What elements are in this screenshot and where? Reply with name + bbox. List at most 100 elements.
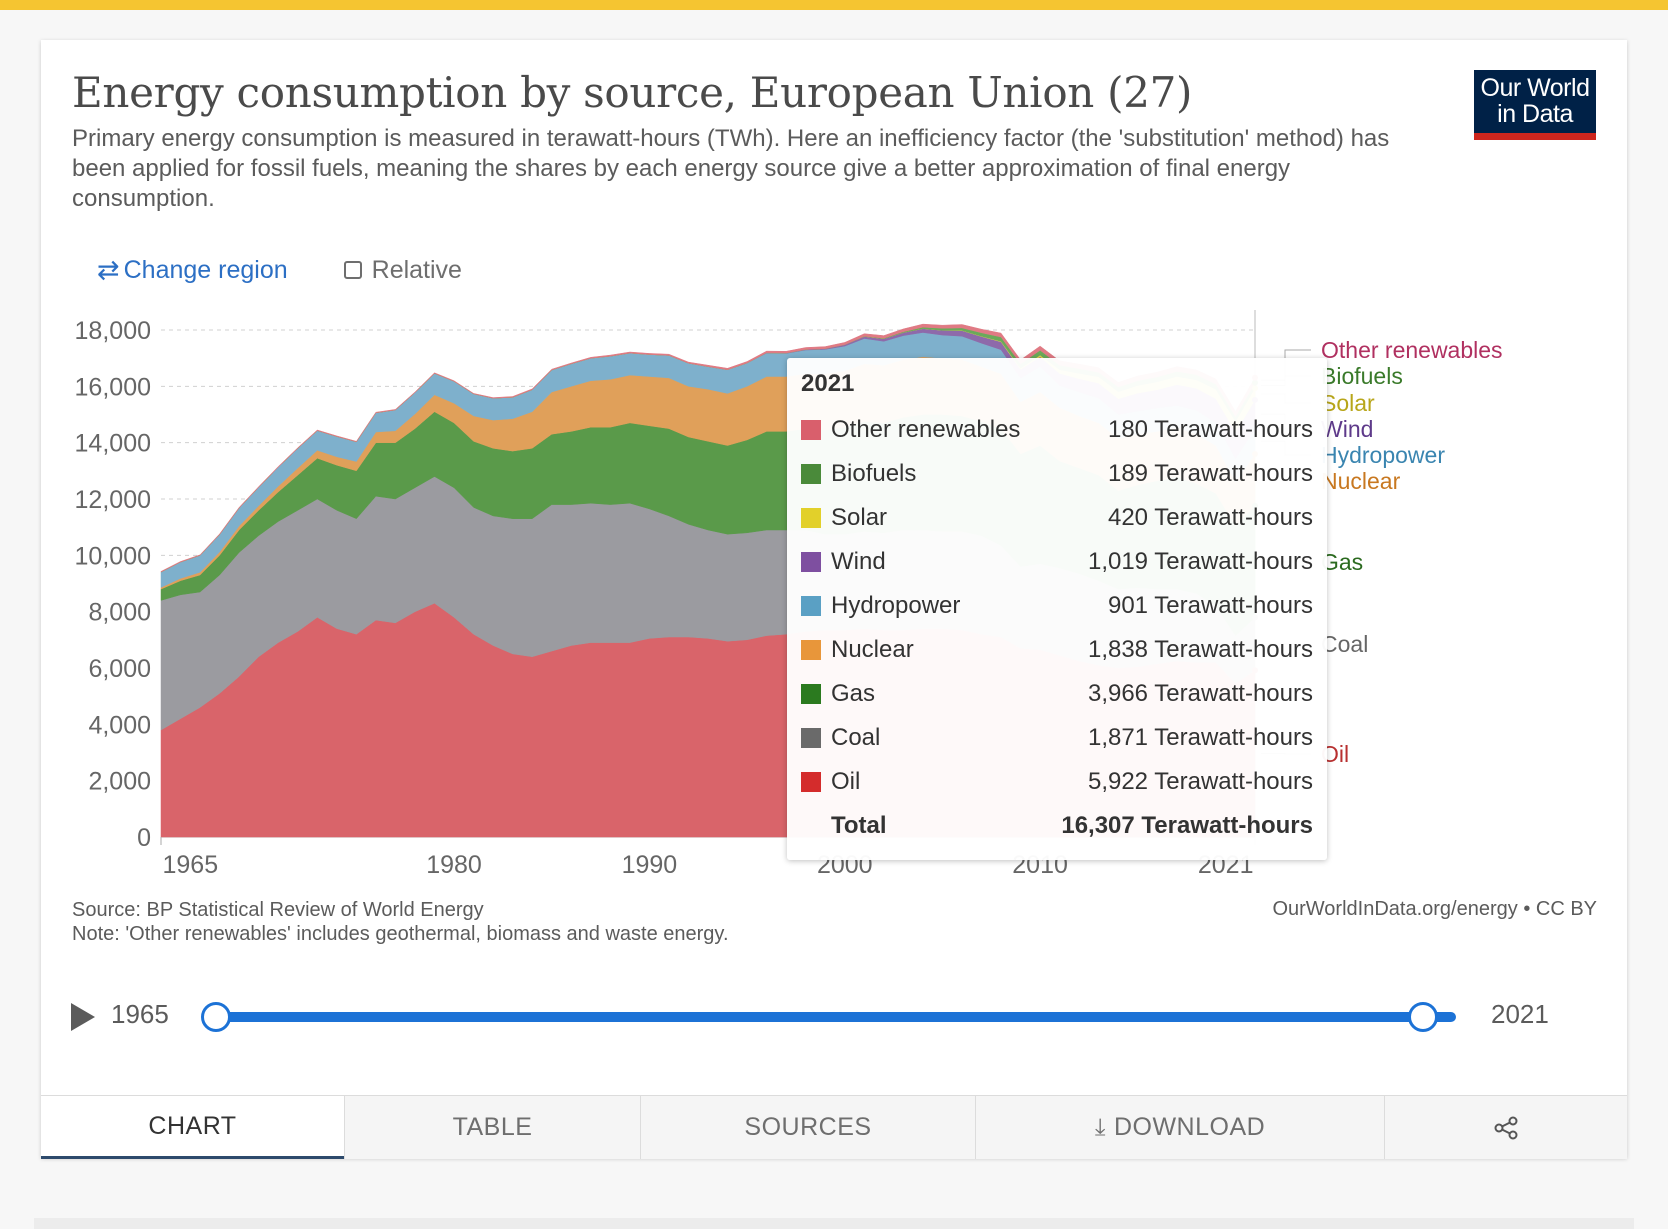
legend-label: Wind bbox=[1321, 416, 1373, 442]
legend-label: Nuclear bbox=[1321, 468, 1401, 494]
tooltip-row: Hydropower 901 Terawatt-hours bbox=[801, 584, 1313, 628]
y-tick-label: 16,000 bbox=[75, 373, 151, 401]
tooltip-series-value: 3,966 Terawatt-hours bbox=[1087, 680, 1313, 707]
relative-checkbox[interactable] bbox=[343, 261, 362, 279]
tab-table[interactable]: TABLE bbox=[344, 1096, 640, 1159]
tooltip-row: Biofuels 189 Terawatt-hours bbox=[801, 452, 1313, 496]
timeline-track[interactable] bbox=[206, 1012, 1456, 1022]
tooltip-series-name: Oil bbox=[831, 768, 861, 795]
y-tick-label: 2,000 bbox=[88, 768, 151, 796]
tooltip-row: Wind 1,019 Terawatt-hours bbox=[801, 540, 1313, 584]
tooltip-series-value: 189 Terawatt-hours bbox=[1107, 460, 1313, 487]
tooltip-swatch bbox=[801, 684, 821, 704]
download-icon: ⤓ bbox=[1094, 1113, 1106, 1141]
tooltip-swatch bbox=[801, 420, 821, 440]
tooltip-series-name: Other renewables bbox=[831, 416, 1021, 443]
y-tick-label: 0 bbox=[137, 824, 151, 852]
timeline-start-year: 1965 bbox=[111, 999, 169, 1029]
tooltip-series-value: 1,838 Terawatt-hours bbox=[1087, 636, 1313, 663]
tooltip-series-name: Biofuels bbox=[831, 460, 917, 487]
tooltip-row: Coal 1,871 Terawatt-hours bbox=[801, 716, 1313, 760]
top-accent-bar bbox=[0, 0, 1668, 10]
y-tick-label: 8,000 bbox=[88, 599, 151, 627]
tab-download[interactable]: ⤓ DOWNLOAD bbox=[975, 1096, 1384, 1159]
y-tick-label: 18,000 bbox=[75, 317, 151, 345]
tab-bar: CHART TABLE SOURCES ⤓ DOWNLOAD bbox=[41, 1095, 1627, 1159]
y-tick-label: 6,000 bbox=[88, 655, 151, 683]
tooltip-spacer bbox=[801, 816, 821, 836]
timeline: 1965 2021 bbox=[71, 995, 1601, 1045]
legend-label: Gas bbox=[1321, 549, 1363, 575]
tooltip-swatch bbox=[801, 728, 821, 748]
legend-label: Other renewables bbox=[1321, 337, 1503, 363]
tooltip-row: Oil 5,922 Terawatt-hours bbox=[801, 760, 1313, 804]
tooltip-total-label: Total bbox=[831, 812, 887, 839]
change-region-button[interactable]: ⇄ Change region bbox=[97, 255, 288, 286]
tooltip-series-name: Solar bbox=[831, 504, 888, 531]
y-tick-label: 10,000 bbox=[75, 542, 151, 570]
tooltip-series-value: 180 Terawatt-hours bbox=[1107, 416, 1313, 443]
tab-sources[interactable]: SOURCES bbox=[640, 1096, 975, 1159]
legend-label: Solar bbox=[1321, 390, 1375, 416]
logo-text: Our World in Data bbox=[1480, 74, 1590, 128]
chart-title: Energy consumption by source, European U… bbox=[72, 68, 1193, 117]
tab-download-label: DOWNLOAD bbox=[1113, 1113, 1266, 1141]
tooltip-series-value: 5,922 Terawatt-hours bbox=[1087, 768, 1313, 795]
tooltip-series-name: Coal bbox=[831, 724, 881, 751]
timeline-end-handle[interactable] bbox=[1408, 1002, 1438, 1032]
tooltip-series-value: 1,871 Terawatt-hours bbox=[1087, 724, 1313, 751]
y-tick-label: 12,000 bbox=[75, 486, 151, 514]
timeline-start-handle[interactable] bbox=[201, 1002, 231, 1032]
tooltip-swatch bbox=[801, 508, 821, 528]
swap-arrows-icon: ⇄ bbox=[97, 254, 120, 285]
source-note: Source: BP Statistical Review of World E… bbox=[72, 898, 729, 946]
tooltip-swatch bbox=[801, 464, 821, 484]
tab-table-label: TABLE bbox=[452, 1113, 533, 1141]
relative-label: Relative bbox=[371, 255, 462, 284]
tooltip-swatch bbox=[801, 772, 821, 792]
y-tick-label: 4,000 bbox=[88, 711, 151, 739]
tab-chart[interactable]: CHART bbox=[41, 1096, 344, 1159]
change-region-label: Change region bbox=[123, 255, 288, 284]
timeline-end-year: 2021 bbox=[1491, 999, 1549, 1029]
tooltip-total-row: Total 16,307 Terawatt-hours bbox=[801, 804, 1313, 848]
chart-card: Energy consumption by source, European U… bbox=[41, 40, 1627, 1159]
tooltip-swatch bbox=[801, 640, 821, 660]
y-tick-label: 14,000 bbox=[75, 430, 151, 458]
hover-tooltip: 2021 Other renewables 180 Terawatt-hours B… bbox=[787, 358, 1327, 860]
tooltip-row: Gas 3,966 Terawatt-hours bbox=[801, 672, 1313, 716]
chart-legend: OilCoalGasNuclearHydropowerWindSolarBiof… bbox=[1261, 337, 1503, 767]
note-text: Note: 'Other renewables' includes geothe… bbox=[72, 923, 729, 945]
legend-label: Biofuels bbox=[1321, 363, 1403, 389]
share-button[interactable] bbox=[1384, 1096, 1627, 1159]
x-tick-label: 1990 bbox=[622, 851, 678, 879]
x-tick-label: 1980 bbox=[426, 851, 482, 879]
tooltip-series-name: Nuclear bbox=[831, 636, 914, 663]
tooltip-swatch bbox=[801, 552, 821, 572]
tooltip-series-value: 420 Terawatt-hours bbox=[1107, 504, 1313, 531]
tooltip-row: Solar 420 Terawatt-hours bbox=[801, 496, 1313, 540]
tooltip-series-value: 901 Terawatt-hours bbox=[1107, 592, 1313, 619]
tooltip-swatch bbox=[801, 596, 821, 616]
legend-label: Coal bbox=[1321, 631, 1368, 657]
play-icon[interactable] bbox=[71, 1003, 95, 1031]
credit-link[interactable]: OurWorldInData.org/energy • CC BY bbox=[1272, 898, 1597, 920]
x-tick-label: 1965 bbox=[162, 851, 218, 879]
tooltip-row: Other renewables 180 Terawatt-hours bbox=[801, 408, 1313, 452]
tooltip-rows: Other renewables 180 Terawatt-hours Biofue… bbox=[801, 408, 1313, 804]
tooltip-total-value: 16,307 Terawatt-hours bbox=[1061, 812, 1313, 839]
tooltip-series-name: Gas bbox=[831, 680, 876, 707]
tooltip-row: Nuclear 1,838 Terawatt-hours bbox=[801, 628, 1313, 672]
owid-logo[interactable]: Our World in Data bbox=[1474, 70, 1596, 140]
tab-sources-label: SOURCES bbox=[744, 1113, 872, 1141]
chart-controls: ⇄ Change region Relative bbox=[97, 250, 462, 290]
tooltip-series-value: 1,019 Terawatt-hours bbox=[1087, 548, 1313, 575]
tooltip-series-name: Wind bbox=[831, 548, 886, 575]
share-icon bbox=[1494, 1116, 1518, 1139]
tooltip-year: 2021 bbox=[801, 370, 855, 397]
page-bottom-strip bbox=[34, 1218, 1634, 1229]
chart-subtitle: Primary energy consumption is measured i… bbox=[72, 125, 1390, 212]
y-axis-ticks: 0 2,000 4,000 6,000 8,000 10,000 12,000 14,000 1… bbox=[75, 317, 151, 852]
legend-label: Hydropower bbox=[1321, 442, 1445, 468]
relative-toggle[interactable]: Relative bbox=[343, 255, 462, 285]
